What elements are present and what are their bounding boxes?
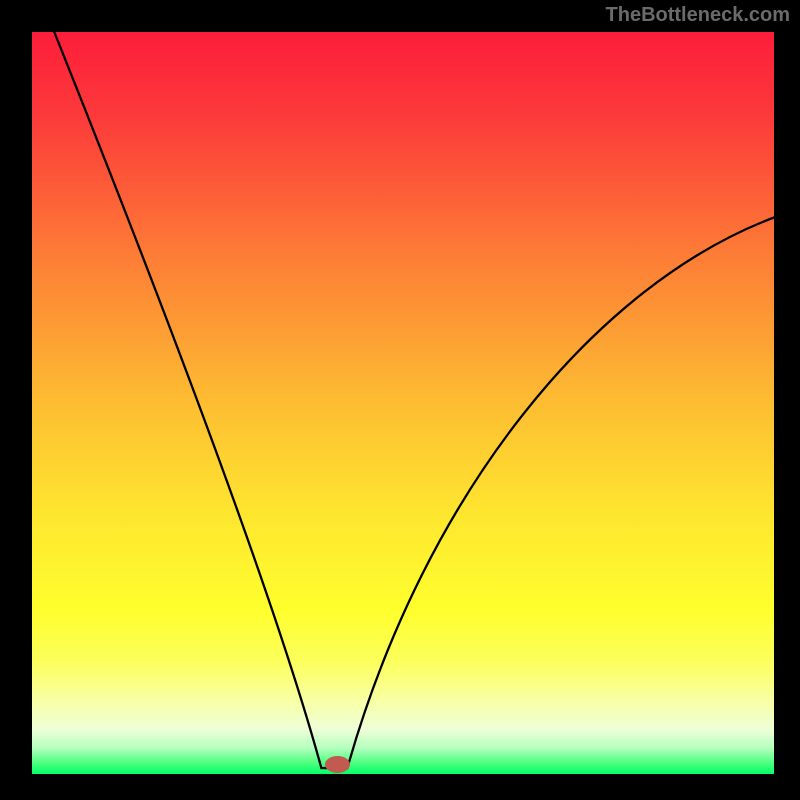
- curve-path: [54, 32, 774, 768]
- optimal-point-marker: [325, 756, 350, 773]
- watermark-text: TheBottleneck.com: [606, 4, 790, 27]
- chart-plot-area: [32, 32, 774, 774]
- bottleneck-curve: [32, 32, 774, 774]
